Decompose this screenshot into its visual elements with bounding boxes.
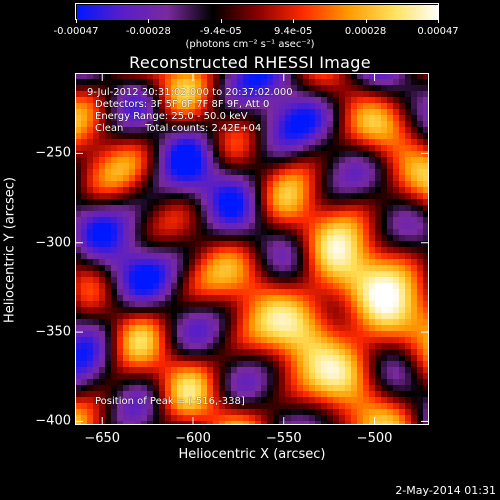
plot-frame [75, 73, 429, 425]
colorbar-tick-label: -0.00047 [53, 26, 99, 37]
total-counts-label: Total counts: 2.42E+04 [145, 123, 262, 134]
colorbar-tick-mark [365, 19, 367, 23]
colorbar [75, 3, 439, 20]
peak-position-label: Position of Peak = [-516,-338] [95, 396, 245, 407]
x-axis-label: Heliocentric X (arcsec) [178, 447, 326, 462]
colorbar-tick-mark [293, 19, 295, 23]
colorbar-tick-label: -0.00028 [125, 26, 171, 37]
colorbar-tick-mark [438, 19, 439, 23]
colorbar-tick-mark [148, 19, 150, 23]
time-range-label: 9-Jul-2012 20:31:02.000 to 20:37:02.000 [87, 87, 293, 98]
colorbar-tick-label: -9.4e-05 [199, 26, 242, 37]
x-tick-label: −650 [84, 431, 121, 446]
colorbar-tick-label: 9.4e-05 [273, 26, 313, 37]
colorbar-fill [77, 5, 439, 20]
heatmap-plot: 9-Jul-2012 20:31:02.000 to 20:37:02.000 … [75, 73, 429, 425]
y-tick-label: −350 [35, 324, 71, 340]
footer-date: 2-May-2014 01:31 [395, 484, 496, 497]
colorbar-tick-label: 0.00028 [344, 26, 387, 37]
y-tick-label: −400 [35, 413, 71, 429]
x-tick-label: −600 [175, 431, 211, 446]
chart-title: Reconstructed RHESSI Image [129, 53, 371, 72]
detectors-label: Detectors: 3F 5F 6F 7F 8F 9F, Att 0 [95, 99, 270, 110]
method-label: Clean [95, 123, 124, 134]
colorbar-gradient [77, 5, 439, 20]
x-tick-label: −500 [356, 431, 393, 446]
y-tick-label: −300 [35, 235, 71, 251]
heatmap-svg [75, 73, 429, 425]
x-tick-label: −550 [265, 431, 302, 446]
y-tick-label: −250 [35, 145, 71, 161]
colorbar-tick-label: 0.00047 [417, 26, 459, 37]
heatmap-cells [75, 73, 429, 425]
colorbar-tick-mark [220, 19, 222, 23]
colorbar-tick-mark [76, 19, 77, 23]
y-axis-label: Heliocentric Y (arcsec) [2, 177, 18, 323]
colorbar-unit-label: (photons cm⁻² s⁻¹ asec⁻²) [185, 39, 315, 50]
energy-range-label: Energy Range: 25.0 - 50.0 keV [95, 111, 248, 122]
